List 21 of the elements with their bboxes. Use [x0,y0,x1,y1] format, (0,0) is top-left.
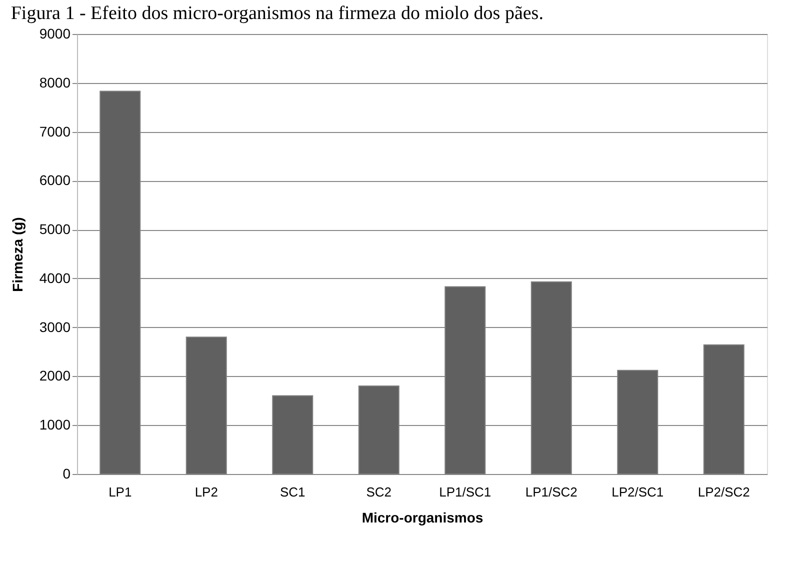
y-tick-label: 4000 [39,270,71,286]
y-tick-label: 1000 [39,416,71,433]
x-tick-label: LP1/SC1 [439,484,492,500]
x-tick-label: LP2/SC1 [612,484,664,500]
y-tick-label: 2000 [39,368,71,384]
y-tick-label: 0 [62,466,71,482]
y-tick-label: 6000 [39,172,71,188]
y-tick-label: 3000 [39,318,71,335]
x-tick-label: LP2 [194,484,218,500]
x-tick-label: LP1 [108,484,132,500]
y-tick-label: 5000 [39,221,71,238]
chart-title: Figura 1 - Efeito dos micro-organismos na firmeza do miolo dos pães. [10,3,544,24]
y-tick-label: 8000 [39,74,71,90]
x-tick-label: LP2/SC2 [698,484,750,500]
y-tick-label: 7000 [39,123,71,140]
y-axis-title: Firmeza (g) [9,217,26,292]
x-tick-label: SC1 [280,484,306,500]
x-axis-title: Micro-organismos [362,510,484,526]
x-tick-label: LP1/SC2 [525,484,578,500]
x-tick-label: SC2 [366,484,392,500]
y-tick-label: 9000 [39,26,71,42]
